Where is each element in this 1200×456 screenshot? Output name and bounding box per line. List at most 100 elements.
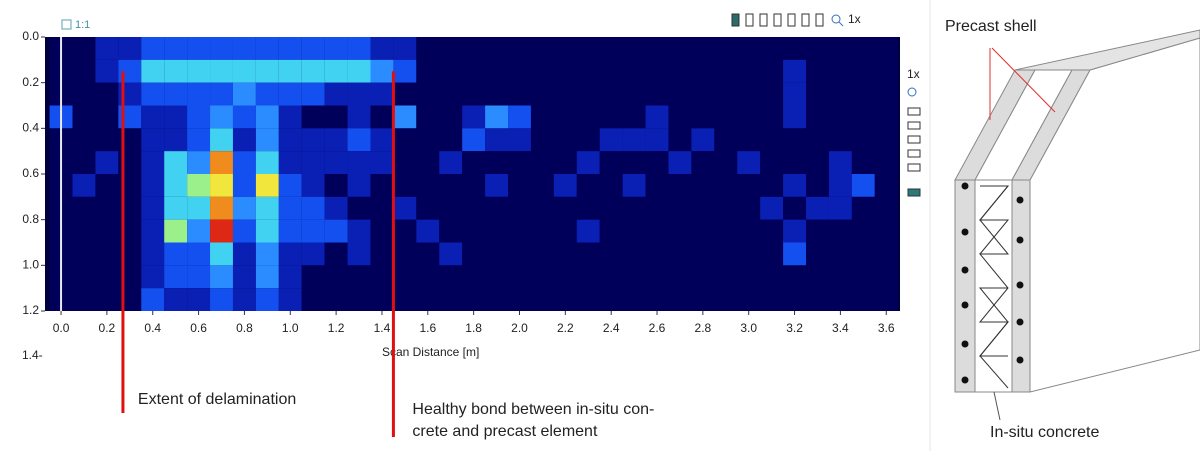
heat-cell: [851, 82, 875, 106]
heat-cell: [599, 242, 623, 266]
heat-cell: [668, 265, 692, 289]
toolbar-button[interactable]: [745, 13, 754, 27]
side-button[interactable]: [907, 188, 921, 197]
heat-cell: [95, 151, 119, 174]
heat-cell: [255, 288, 279, 311]
x-tick-label: 0.2: [99, 321, 116, 335]
heat-cell: [576, 219, 600, 243]
side-zoom: 1x: [907, 67, 920, 81]
heat-cell: [530, 219, 554, 243]
heat-cell: [324, 196, 348, 220]
magnifier-icon[interactable]: [831, 14, 841, 24]
heat-cell: [278, 105, 302, 129]
x-tick-label: 2.6: [649, 321, 666, 335]
heat-cell: [737, 265, 761, 289]
heat-cell: [851, 174, 875, 197]
heat-cell: [72, 265, 96, 289]
heat-cell: [141, 196, 165, 220]
heat-cell: [255, 196, 279, 220]
heat-cell: [599, 219, 623, 243]
heat-cell: [416, 174, 440, 197]
toolbar-button[interactable]: [731, 13, 740, 27]
side-button[interactable]: [907, 107, 921, 116]
side-button[interactable]: [907, 135, 921, 144]
heat-cell: [645, 242, 669, 266]
heat-cell: [416, 82, 440, 106]
heat-cell: [118, 37, 142, 60]
heat-cell: [645, 82, 669, 106]
heat-cell: [737, 128, 761, 152]
toolbar-zoom: 1x: [848, 12, 861, 26]
heat-cell: [508, 242, 531, 266]
heat-cell: [439, 82, 463, 106]
heat-cell: [439, 288, 463, 311]
heat-cell: [462, 196, 486, 220]
side-toolbar: [907, 87, 921, 197]
heat-cell: [324, 265, 348, 289]
heat-cell: [599, 59, 623, 83]
x-tick-label: 0.4: [144, 321, 161, 335]
heat-cell: [393, 219, 417, 243]
heat-cell: [508, 196, 531, 220]
heat-cell: [164, 196, 188, 220]
toolbar-button[interactable]: [773, 13, 782, 27]
heat-cell: [874, 174, 898, 197]
heat-cell: [278, 151, 302, 174]
heat-cell: [462, 265, 486, 289]
heat-cell: [416, 242, 440, 266]
heat-cell: [760, 219, 784, 243]
heat-cell: [439, 196, 463, 220]
heat-cell: [347, 128, 371, 152]
heat-cell: [141, 151, 165, 174]
heat-cell: [530, 242, 554, 266]
zoom-icon[interactable]: [61, 19, 72, 30]
heat-cell: [806, 151, 829, 174]
heat-cell: [714, 59, 738, 83]
heat-cell: [485, 59, 509, 83]
heat-cell: [828, 174, 852, 197]
heat-cell: [828, 37, 852, 60]
heat-cell: [553, 242, 577, 266]
heat-cell: [210, 105, 233, 129]
heat-cell: [95, 219, 119, 243]
heat-cell: [783, 196, 807, 220]
toolbar-button[interactable]: [815, 13, 824, 27]
heat-cell: [851, 128, 875, 152]
heat-cell: [851, 242, 875, 266]
heat-cell: [737, 105, 761, 129]
heat-cell: [851, 196, 875, 220]
toolbar-button[interactable]: [787, 13, 796, 27]
heat-cell: [783, 128, 807, 152]
heat-cell: [255, 219, 279, 243]
heat-cell: [622, 59, 646, 83]
heat-cell: [164, 219, 188, 243]
heat-cell: [828, 288, 852, 311]
heat-cell: [553, 219, 577, 243]
heat-cell: [462, 242, 486, 266]
heat-cell: [737, 219, 761, 243]
side-button[interactable]: [907, 163, 921, 172]
side-button[interactable]: [907, 149, 921, 158]
heat-cell: [645, 128, 669, 152]
heat-cell: [714, 288, 738, 311]
toolbar-button[interactable]: [759, 13, 768, 27]
heat-cell: [462, 37, 486, 60]
magnifier-icon[interactable]: [907, 87, 917, 97]
heat-cell: [232, 82, 256, 106]
heat-cell: [187, 59, 211, 83]
heat-cell: [347, 288, 371, 311]
heat-cell: [737, 37, 761, 60]
heat-cell: [622, 128, 646, 152]
side-button[interactable]: [907, 121, 921, 130]
heat-cell: [783, 219, 807, 243]
heat-cell: [416, 219, 440, 243]
toolbar-button[interactable]: [801, 13, 810, 27]
heat-cell: [187, 174, 211, 197]
heat-cell: [347, 82, 371, 106]
heat-cell: [622, 37, 646, 60]
heat-cell: [72, 151, 96, 174]
heat-cell: [95, 37, 119, 60]
heat-cell: [783, 151, 807, 174]
heat-cell: [576, 196, 600, 220]
heat-cell: [553, 288, 577, 311]
